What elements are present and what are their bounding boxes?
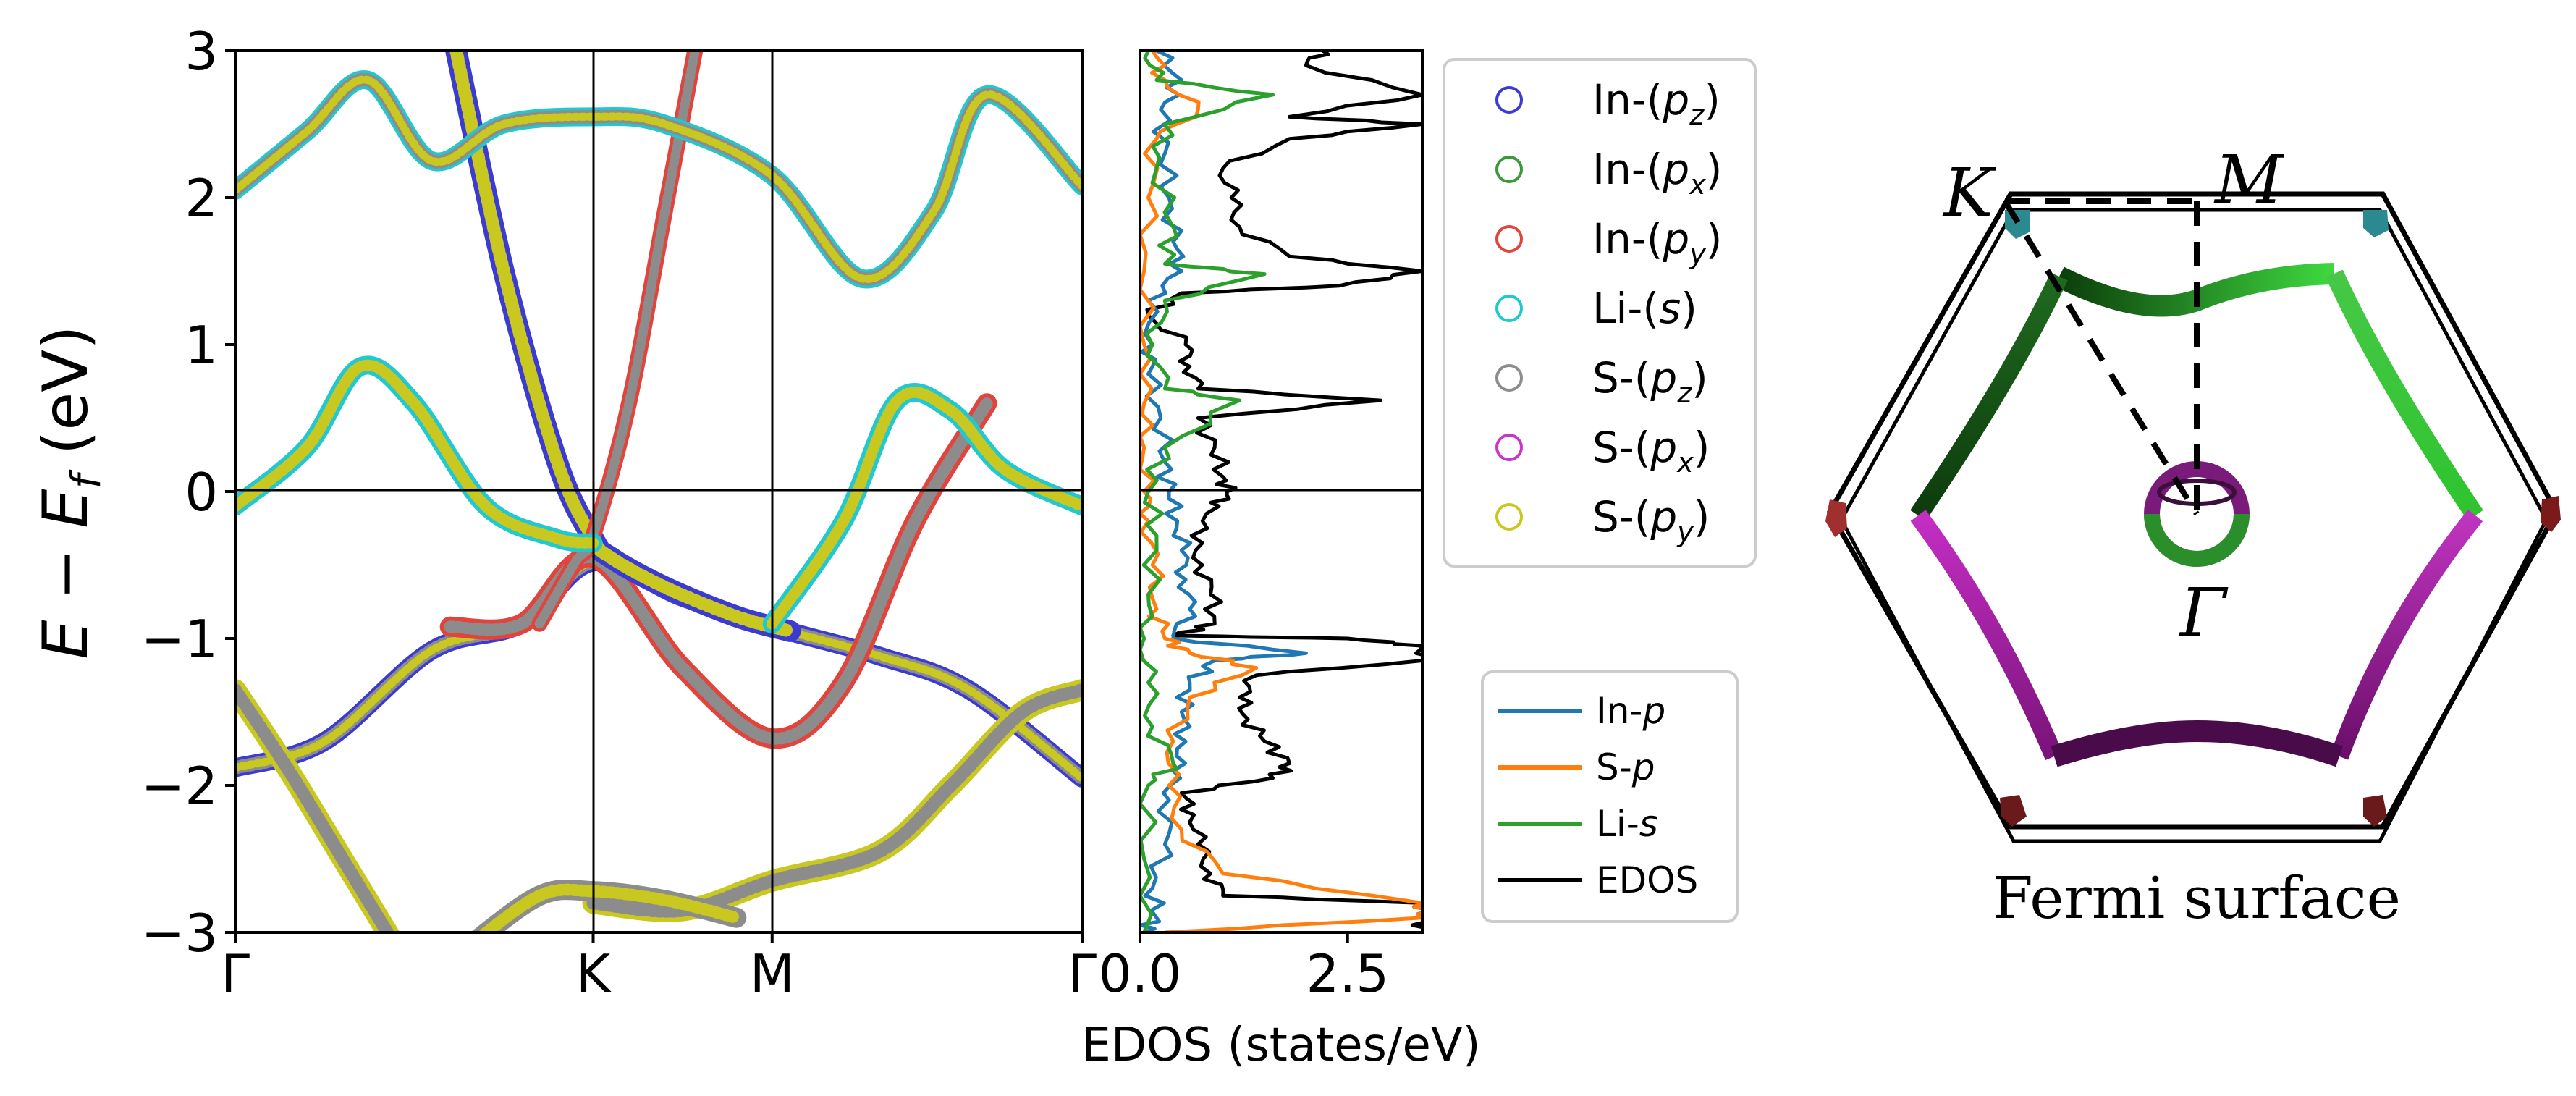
legend-marker [1495,86,1523,114]
edos-x-tick-label: 0.0 [1099,943,1182,1004]
edos-x-tick-label: 2.5 [1306,943,1390,1004]
edos-legend: In-p S-p Li-s EDOS [1481,670,1739,923]
legend-label: Li-(s) [1592,284,1697,333]
corner-pocket [2363,210,2389,237]
y-tick-label: 2 [185,168,218,229]
y-tick-label: −2 [141,756,218,817]
fermi-surface-title: Fermi surface [1993,864,2401,932]
edos-legend-label: EDOS [1596,859,1698,901]
legend-label: In-(py) [1592,214,1722,270]
band-lines [235,51,1082,932]
corner-pocket [2000,795,2027,827]
x-tick-label: K [576,943,612,1004]
legend-marker [1495,364,1523,392]
legend-marker [1495,225,1523,253]
legend-marker [1495,295,1523,322]
orbital-legend-box [1443,58,1757,568]
x-tick-label: Γ [1068,943,1097,1004]
legend-label: S-(pz) [1592,353,1708,409]
edos-legend-label: Li-s [1596,803,1658,845]
corner-pocket [1825,499,1847,537]
band-projection [439,393,997,749]
edos-series-S-p [1140,51,1422,932]
edos-legend-box [1481,670,1739,923]
edos-x-axis-label: EDOS (states/eV) [1081,1019,1480,1072]
band-cone-up [531,51,704,632]
edos-axes-frame [1139,49,1424,934]
band-projection [586,683,1082,918]
legend-marker [1495,503,1523,531]
corner-pocket [2541,496,2561,532]
band-projection [444,397,993,745]
edos-legend-label: In-p [1596,690,1665,732]
x-tick-label: Γ [221,943,250,1004]
edos-series-Li-s [1140,51,1275,932]
edos-panel: 0.0 2.5 EDOS (states/eV) [1081,49,1481,1072]
fermi-surface-panel: K M Γ Fermi surface [1825,141,2561,932]
legend-label: In-(px) [1592,145,1722,201]
band-li-s-band [235,355,603,553]
y-tick-label: 1 [185,315,218,376]
y-tick-label: −3 [141,903,218,964]
y-tick-label: −1 [141,609,218,670]
label-m: M [2213,141,2285,219]
band-band-red-cross [439,393,997,749]
orbital-legend: In-(pz) In-(px) In-(py) Li-(s) S-(pz) S-(px) S… [1443,58,1757,568]
band-upper-band [235,70,1082,289]
legend-label: S-(px) [1592,423,1710,479]
band-projection [235,359,599,549]
band-deep-yellow-1 [235,679,400,932]
band-projection [766,387,1082,630]
gamma-k-path [2002,199,2200,516]
y-tick-label: 0 [185,462,218,523]
legend-marker [1495,156,1523,183]
band-deep-yellow-2 [582,679,1082,922]
band-projection [235,75,1082,284]
corner-pocket [2005,210,2030,239]
label-gamma: Γ [2179,574,2229,652]
legend-marker [1495,434,1523,461]
x-tick-label: M [750,943,795,1004]
legend-label: In-(pz) [1592,75,1720,131]
band-y-axis-label: E − Ef (eV) [30,325,110,659]
corner-pocket [2363,795,2387,827]
band-projection [235,683,395,932]
edos-series-In-p [1140,51,1308,932]
edos-lines [1140,51,1422,932]
band-projection [449,51,797,638]
edos-x-ticks: 0.0 2.5 [1099,932,1389,1004]
fermi-pocket-outer [1910,263,2483,767]
y-tick-label: 3 [185,21,218,82]
band-cone-down [444,51,801,642]
legend-label: S-(py) [1592,492,1710,548]
band-projection [534,51,700,629]
edos-series-EDOS [1145,51,1422,932]
edos-legend-label: S-p [1596,746,1655,788]
label-k: K [1942,154,1997,232]
band-y-ticks: −3 −2 −1 0 1 2 3 [141,21,235,964]
band-structure-panel: −3 −2 −1 0 1 2 3 Γ K M Γ E − Ef (eV) [30,21,1097,1004]
band-li-s-band-2 [762,383,1082,633]
